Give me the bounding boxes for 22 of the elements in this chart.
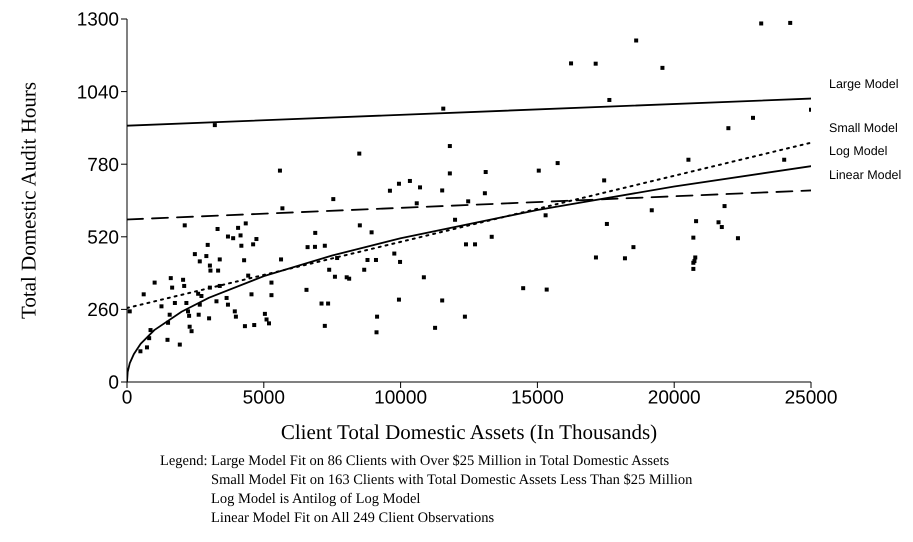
series-label: Large Model: [829, 76, 898, 91]
y-tick-label: 1040: [76, 82, 119, 104]
x-tick-label: 20000: [648, 387, 701, 408]
y-tick-label: 0: [108, 372, 119, 394]
x-tick-label: 15000: [510, 387, 564, 408]
y-tick-label: 260: [87, 300, 119, 322]
series-label: Small Model: [829, 120, 898, 135]
x-tick-label: 25000: [784, 387, 838, 408]
x-tick-label: 5000: [242, 387, 285, 408]
text: Log Model is Antilog of Log Model: [210, 490, 422, 509]
text: Linear Model Fit on All 249 Client Observations: [210, 509, 496, 528]
y-axis-title: Total Domestic Audit Hours: [16, 82, 40, 320]
y-tick-label: 520: [87, 228, 119, 249]
series-label: Log Model: [829, 144, 888, 158]
text: Legend: Large Model Fit on 86 Clients with Over $25 Million in Total Domestic Assets: [160, 452, 670, 471]
series-label: Linear Model: [829, 168, 902, 182]
y-tick-label: 780: [87, 154, 119, 176]
x-tick-label: 0: [122, 387, 132, 408]
x-tick-label: 10000: [374, 387, 428, 408]
text: Small Model Fit on 163 Clients with Total Domestic Assets Less Than $25 Million: [210, 471, 692, 490]
y-tick-label: 1300: [76, 10, 119, 31]
x-axis-title: Client Total Domestic Assets (In Thousands): [280, 420, 658, 445]
